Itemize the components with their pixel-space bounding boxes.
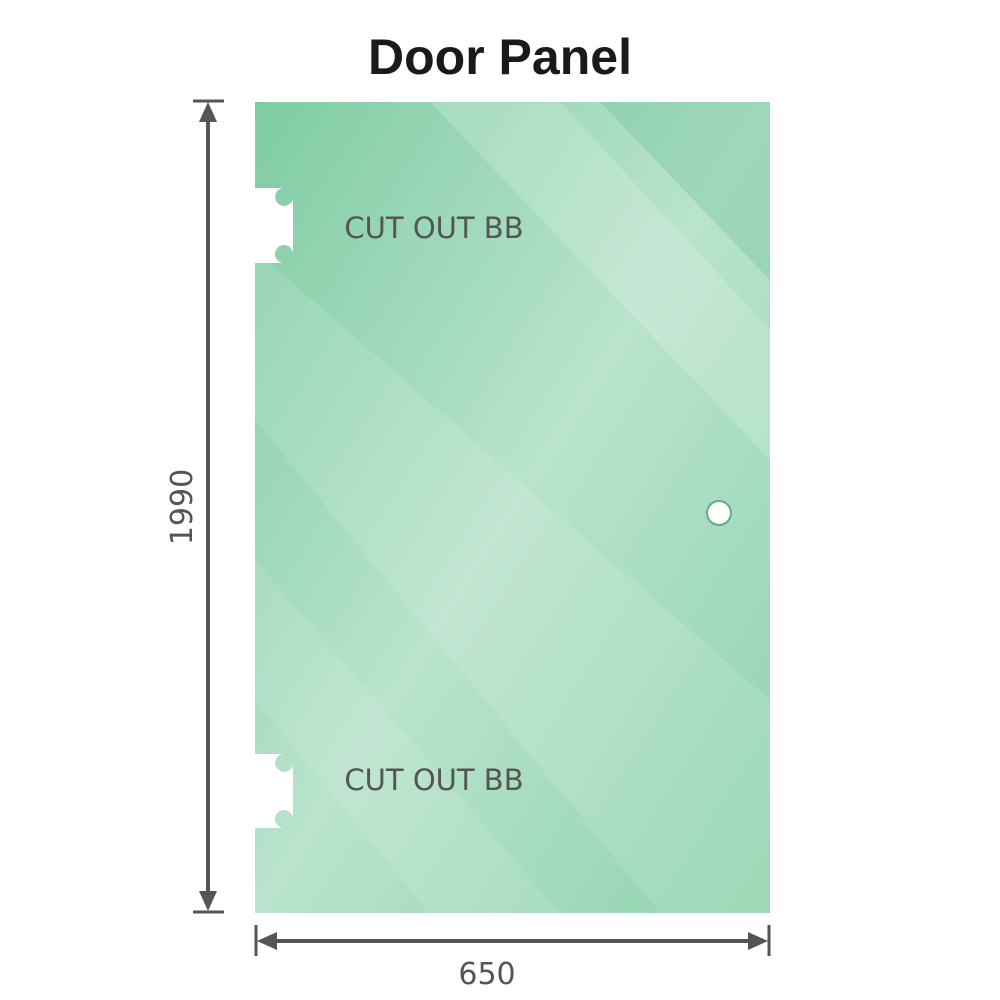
handle-hole (706, 500, 732, 526)
width-label: 650 (458, 957, 515, 992)
cutout-label-bottom: CUT OUT BB (344, 763, 523, 797)
cutout-label-top: CUT OUT BB (344, 211, 523, 245)
height-dimension (193, 99, 224, 914)
glass-panel (255, 102, 770, 913)
width-dimension (254, 925, 771, 956)
diagram-title: Door Panel (368, 29, 632, 85)
height-label: 1990 (165, 469, 200, 545)
